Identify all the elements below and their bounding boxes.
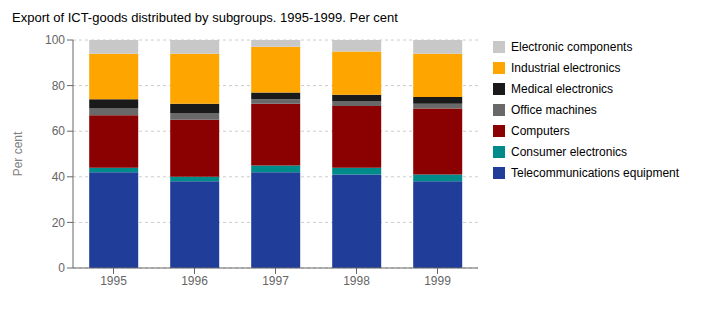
svg-text:0: 0: [58, 261, 65, 275]
svg-text:60: 60: [52, 124, 66, 138]
svg-text:1999: 1999: [424, 274, 451, 288]
svg-text:1995: 1995: [100, 274, 127, 288]
svg-text:Per cent: Per cent: [11, 131, 25, 176]
html-text:Telecommunications equipment: Telecommunications equipment: [511, 166, 680, 180]
svg-text:80: 80: [52, 79, 66, 93]
svg-text:1998: 1998: [343, 274, 370, 288]
svg-text:20: 20: [52, 216, 66, 230]
svg-text:1997: 1997: [262, 274, 289, 288]
html-text:Consumer electronics: Consumer electronics: [511, 145, 627, 159]
svg-text:1996: 1996: [181, 274, 208, 288]
svg-text:100: 100: [45, 33, 65, 47]
html-text:Medical electronics: Medical electronics: [511, 82, 613, 96]
html-text:Office machines: Office machines: [511, 103, 597, 117]
html-text:Industrial electronics: Industrial electronics: [511, 61, 621, 75]
html-text:Export of ICT-goods distribute: Export of ICT-goods distributed by subgr…: [12, 10, 398, 25]
html-text:Computers: Computers: [511, 124, 570, 138]
html-text:Electronic components: Electronic components: [511, 40, 633, 54]
svg-text:40: 40: [52, 170, 66, 184]
